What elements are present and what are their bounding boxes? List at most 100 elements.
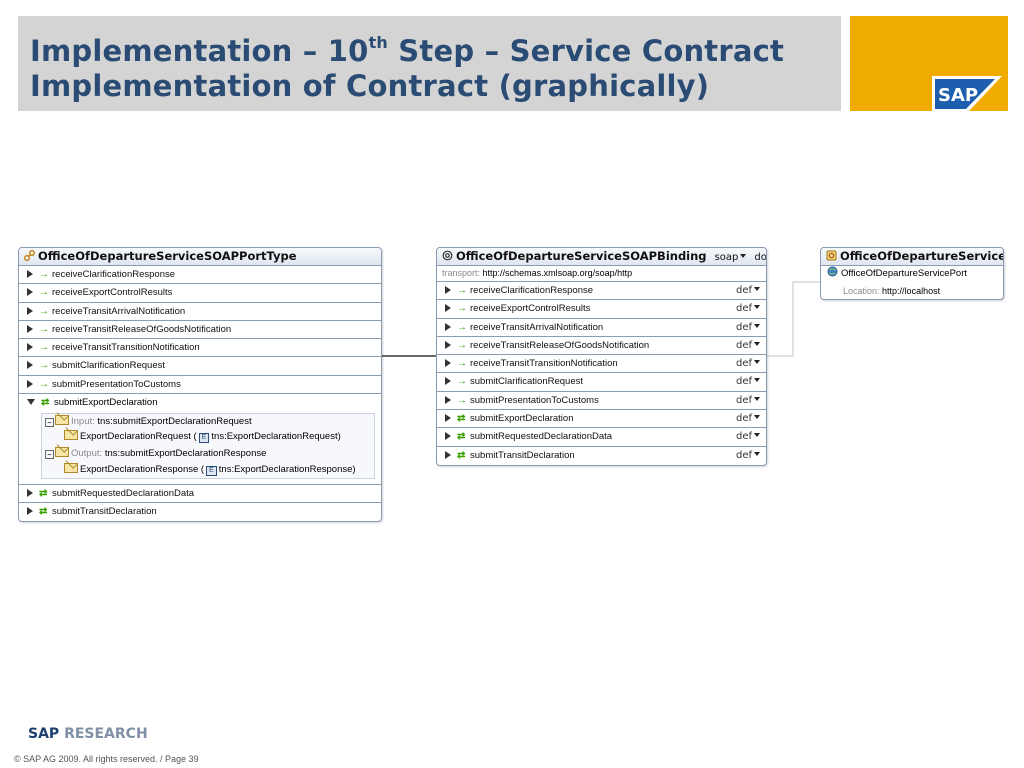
- binding-operation-row[interactable]: → receiveTransitTransitionNotification def: [437, 355, 766, 374]
- triangle-right-icon[interactable]: [27, 306, 33, 315]
- binding-header[interactable]: OfficeOfDepartureServiceSOAPBinding soap…: [437, 248, 766, 266]
- def-dropdown[interactable]: def: [736, 300, 760, 317]
- operation-row[interactable]: ⇄ submitTransitDeclaration: [19, 503, 381, 521]
- operation-row[interactable]: ⇄ submitRequestedDeclarationData: [19, 485, 381, 504]
- triangle-right-icon[interactable]: [445, 450, 451, 459]
- port-type-icon: [24, 250, 35, 261]
- collapse-icon[interactable]: −: [45, 450, 54, 460]
- arrow-right-icon: →: [39, 323, 49, 335]
- operation-label: receiveExportControlResults: [52, 287, 173, 299]
- triangle-right-icon[interactable]: [445, 322, 451, 331]
- binding-operation-row[interactable]: ⇄ submitTransitDeclaration def: [437, 447, 766, 465]
- def-dropdown[interactable]: def: [736, 373, 760, 390]
- triangle-right-icon[interactable]: [445, 377, 451, 386]
- triangle-right-icon[interactable]: [445, 414, 451, 423]
- binding-operation-row[interactable]: → submitClarificationRequest def: [437, 373, 766, 392]
- arrow-right-icon: →: [457, 394, 467, 406]
- triangle-right-icon[interactable]: [445, 432, 451, 441]
- expanded-operation[interactable]: ⇄ submitExportDeclaration − Input: tns:sub…: [19, 394, 381, 486]
- port-type-header[interactable]: OfficeOfDepartureServiceSOAPPortType: [19, 248, 381, 266]
- operation-label: receiveClarificationResponse: [470, 285, 594, 296]
- operation-row[interactable]: → receiveExportControlResults: [19, 284, 381, 303]
- output-part: ExportDeclarationResponse: [80, 464, 199, 476]
- operation-row[interactable]: → receiveTransitTransitionNotification: [19, 339, 381, 358]
- binding-icon: [442, 250, 453, 261]
- binding-operation-row[interactable]: → receiveClarificationResponse def: [437, 282, 766, 301]
- collapse-icon[interactable]: −: [45, 418, 54, 428]
- output-element: tns:ExportDeclarationResponse: [218, 464, 353, 476]
- def-dropdown[interactable]: def: [736, 355, 760, 372]
- triangle-right-icon[interactable]: [27, 270, 33, 278]
- title-line1-prefix: Implementation – 10: [30, 34, 369, 68]
- def-dropdown[interactable]: def: [736, 447, 760, 464]
- input-message-line[interactable]: − Input: tns:submitExportDeclarationReque…: [45, 415, 252, 428]
- triangle-right-icon[interactable]: [27, 507, 33, 516]
- operation-row[interactable]: → receiveClarificationResponse: [19, 266, 381, 285]
- chevron-down-icon: [754, 360, 760, 365]
- doc-style-dropdown[interactable]: doc: [754, 252, 766, 263]
- def-dropdown[interactable]: def: [736, 282, 760, 299]
- chevron-down-icon: [754, 305, 760, 310]
- port-type-panel[interactable]: OfficeOfDepartureServiceSOAPPortType → re…: [18, 247, 382, 522]
- binding-operation-row[interactable]: → receiveTransitArrivalNotification def: [437, 319, 766, 337]
- chevron-down-icon: [754, 287, 760, 291]
- operation-row[interactable]: → receiveTransitArrivalNotification: [19, 303, 381, 321]
- transport-row: transport: http://schemas.xmlsoap.org/so…: [437, 266, 766, 282]
- output-message: tns:submitExportDeclarationResponse: [104, 448, 267, 460]
- triangle-right-icon[interactable]: [445, 340, 451, 349]
- triangle-right-icon[interactable]: [445, 304, 451, 313]
- binding-title: OfficeOfDepartureServiceSOAPBinding: [456, 249, 707, 263]
- service-panel[interactable]: OfficeOfDepartureService OfficeOfDepartu…: [820, 247, 1004, 300]
- triangle-right-icon[interactable]: [27, 361, 33, 370]
- def-dropdown[interactable]: def: [736, 410, 760, 427]
- service-icon: [826, 250, 837, 261]
- triangle-right-icon[interactable]: [445, 395, 451, 404]
- binding-panel[interactable]: OfficeOfDepartureServiceSOAPBinding soap…: [436, 247, 767, 466]
- binding-operation-row[interactable]: → receiveExportControlResults def: [437, 300, 766, 319]
- arrow-right-icon: →: [39, 269, 49, 280]
- operation-label: submitClarificationRequest: [52, 360, 165, 372]
- swap-arrows-icon: ⇄: [41, 397, 50, 409]
- output-message-line[interactable]: − Output: tns:submitExportDeclarationResp…: [45, 447, 266, 460]
- soap-style-label: soap: [714, 252, 739, 263]
- binding-operation-row[interactable]: → receiveTransitReleaseOfGoodsNotificatio…: [437, 337, 766, 356]
- triangle-right-icon[interactable]: [445, 286, 451, 294]
- operation-row[interactable]: → receiveTransitReleaseOfGoodsNotificatio…: [19, 321, 381, 340]
- operation-label: receiveExportControlResults: [470, 303, 591, 315]
- binding-operation-row[interactable]: → submitPresentationToCustoms def: [437, 392, 766, 411]
- transport-value: http://schemas.xmlsoap.org/soap/http: [482, 268, 633, 278]
- arrow-right-icon: →: [39, 342, 49, 354]
- operation-row[interactable]: → submitPresentationToCustoms: [19, 376, 381, 395]
- service-port-row[interactable]: OfficeOfDepartureServicePort: [821, 266, 1003, 283]
- service-header[interactable]: OfficeOfDepartureService: [821, 248, 1003, 266]
- def-dropdown[interactable]: def: [736, 428, 760, 445]
- def-label: def: [735, 449, 752, 461]
- triangle-right-icon[interactable]: [27, 324, 33, 333]
- soap-style-dropdown[interactable]: soap: [715, 252, 747, 263]
- def-dropdown[interactable]: def: [736, 319, 760, 336]
- arrow-right-icon: →: [39, 360, 49, 372]
- chevron-down-icon: [754, 378, 760, 383]
- triangle-right-icon[interactable]: [27, 379, 33, 388]
- operation-label: submitClarificationRequest: [470, 376, 583, 388]
- binding-operation-row[interactable]: ⇄ submitExportDeclaration def: [437, 410, 766, 429]
- triangle-right-icon[interactable]: [27, 343, 33, 352]
- binding-operation-row[interactable]: ⇄ submitRequestedDeclarationData def: [437, 428, 766, 447]
- envelope-icon: [55, 415, 69, 426]
- expanded-operation-header[interactable]: ⇄ submitExportDeclaration: [19, 394, 381, 411]
- operation-label: submitRequestedDeclarationData: [470, 431, 613, 443]
- operation-row[interactable]: → submitClarificationRequest: [19, 357, 381, 376]
- def-dropdown[interactable]: def: [736, 392, 760, 409]
- arrow-right-icon: →: [457, 321, 467, 333]
- triangle-right-icon[interactable]: [27, 489, 33, 498]
- message-details: − Input: tns:submitExportDeclarationReque…: [41, 413, 375, 480]
- triangle-down-icon[interactable]: [27, 399, 35, 406]
- service-port-name: OfficeOfDepartureServicePort: [841, 268, 968, 279]
- arrow-right-icon: →: [39, 305, 49, 317]
- triangle-right-icon[interactable]: [27, 288, 33, 297]
- def-dropdown[interactable]: def: [736, 337, 760, 354]
- triangle-right-icon[interactable]: [445, 359, 451, 368]
